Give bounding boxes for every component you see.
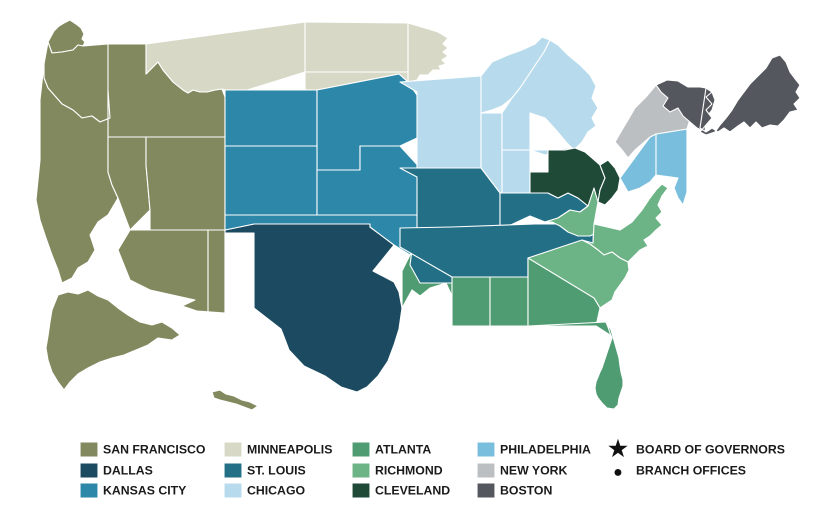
svg-text:ATLANTA: ATLANTA	[375, 443, 431, 457]
svg-text:MINNEAPOLIS: MINNEAPOLIS	[247, 443, 332, 457]
svg-text:DALLAS: DALLAS	[103, 464, 153, 478]
svg-text:RICHMOND: RICHMOND	[375, 464, 443, 478]
svg-text:CLEVELAND: CLEVELAND	[375, 484, 450, 498]
svg-text:CHICAGO: CHICAGO	[247, 484, 306, 498]
svg-text:PHILADELPHIA: PHILADELPHIA	[500, 443, 591, 457]
svg-text:ST. LOUIS: ST. LOUIS	[247, 464, 306, 478]
svg-text:BRANCH OFFICES: BRANCH OFFICES	[636, 464, 746, 478]
svg-text:BOSTON: BOSTON	[500, 484, 553, 498]
svg-text:●: ●	[613, 464, 623, 481]
svg-text:NEW YORK: NEW YORK	[500, 464, 568, 478]
svg-text:KANSAS CITY: KANSAS CITY	[103, 484, 186, 498]
svg-text:SAN FRANCISCO: SAN FRANCISCO	[103, 443, 206, 457]
svg-text:★: ★	[608, 436, 628, 461]
svg-text:BOARD OF GOVERNORS: BOARD OF GOVERNORS	[636, 443, 785, 457]
